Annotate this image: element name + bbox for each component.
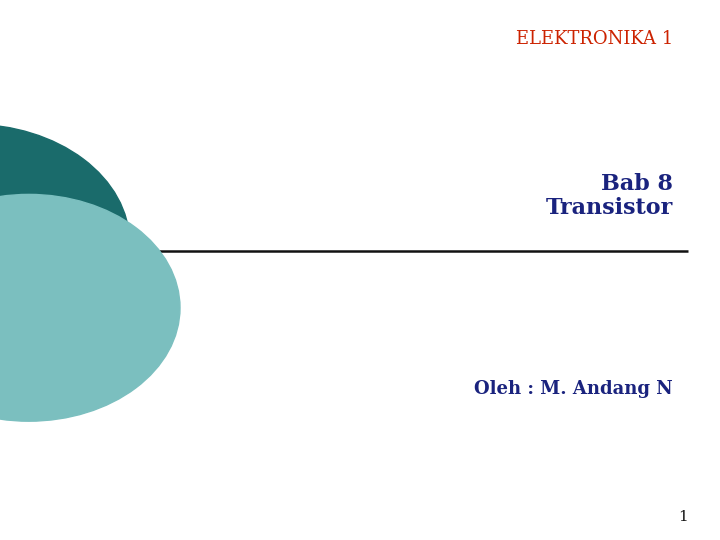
Text: Oleh : M. Andang N: Oleh : M. Andang N — [474, 380, 673, 398]
Text: ELEKTRONIKA 1: ELEKTRONIKA 1 — [516, 30, 673, 48]
Text: Bab 8
Transistor: Bab 8 Transistor — [546, 173, 673, 219]
Text: 1: 1 — [678, 510, 688, 524]
